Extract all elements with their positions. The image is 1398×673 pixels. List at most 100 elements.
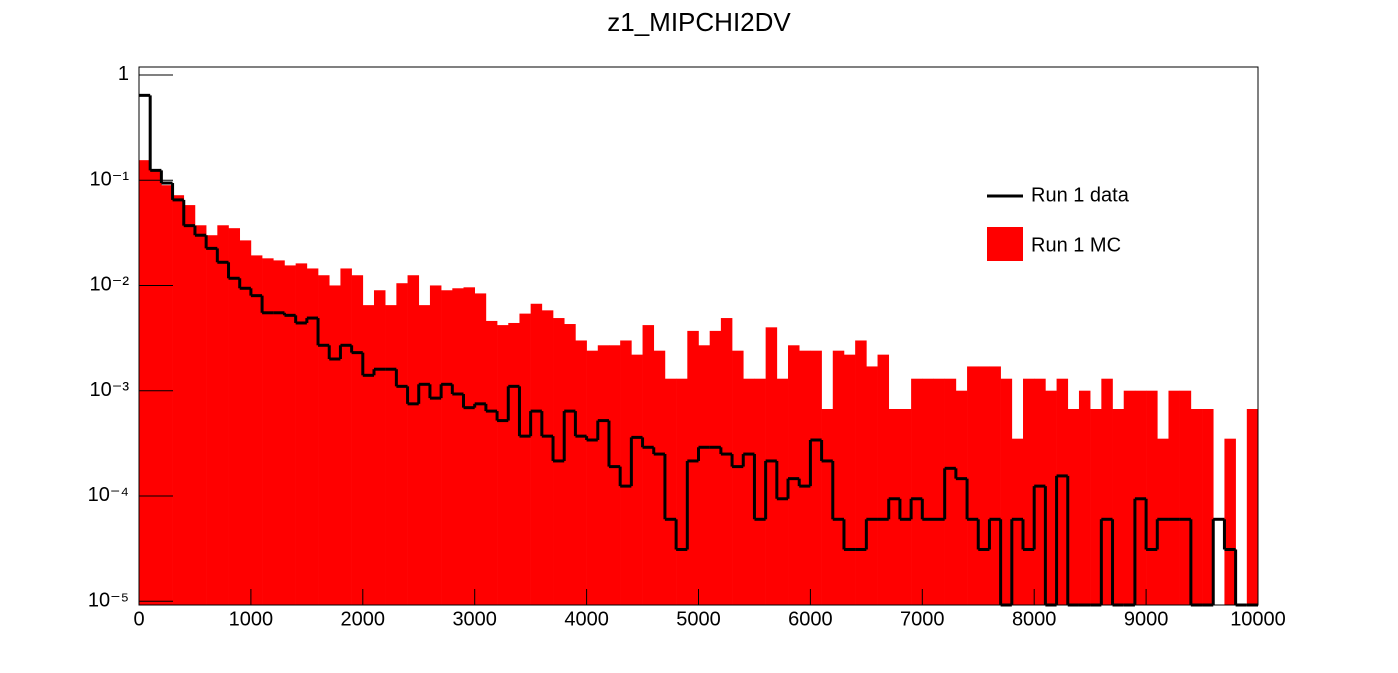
histogram-bar: [508, 322, 520, 605]
histogram-bar: [788, 345, 800, 605]
x-tick-label: 8000: [1012, 608, 1057, 630]
histogram-bar: [810, 350, 822, 605]
histogram-bar: [911, 378, 923, 605]
histogram-bar: [273, 260, 285, 605]
histogram-bar: [709, 330, 722, 605]
histogram-bar: [877, 354, 890, 605]
histogram-bar: [474, 293, 487, 605]
histogram-bar: [1078, 390, 1091, 605]
histogram-bar: [172, 195, 185, 606]
histogram-bar: [1090, 408, 1102, 605]
histogram-bar: [318, 275, 330, 605]
histogram-bar: [385, 305, 397, 605]
histogram-bar: [541, 310, 554, 605]
histogram-bar: [832, 350, 845, 605]
histogram-bar: [519, 313, 531, 605]
histogram-bar: [754, 378, 766, 605]
histogram-bar: [362, 305, 375, 605]
histogram-bar: [441, 290, 453, 605]
y-tick-label: 10⁻⁴: [88, 484, 129, 506]
legend-label: Run 1 data: [1031, 184, 1130, 206]
y-tick-label: 10⁻³: [90, 379, 130, 401]
histogram-bar: [799, 350, 811, 605]
histogram-bar: [250, 255, 263, 606]
histogram-bar: [373, 290, 386, 605]
histogram-bar: [1157, 438, 1169, 605]
histogram-bar: [642, 325, 655, 605]
histogram-bar: [888, 408, 901, 605]
histogram-bar: [452, 288, 464, 605]
histogram-bar: [396, 283, 408, 605]
histogram-bar: [866, 366, 878, 605]
histogram-bar: [1224, 438, 1236, 605]
histogram-bar: [1112, 408, 1125, 605]
x-tick-label: 7000: [900, 608, 945, 630]
legend-swatch: [987, 227, 1023, 261]
y-tick-label: 10⁻⁵: [88, 589, 129, 611]
histogram-bar: [295, 263, 308, 605]
histogram-bar: [497, 325, 509, 605]
histogram-bar: [1202, 408, 1214, 605]
histogram-bar: [262, 258, 274, 605]
histogram-bar: [732, 350, 744, 605]
histogram-bar: [1168, 390, 1180, 605]
x-tick-label: 3000: [452, 608, 497, 630]
histogram-bar: [284, 265, 296, 605]
histogram-bar: [899, 408, 912, 605]
histogram-bar: [720, 318, 733, 605]
histogram-bar: [821, 408, 834, 605]
histogram-bar: [340, 268, 352, 605]
histogram-bar: [855, 340, 867, 605]
histogram-bar: [228, 228, 241, 605]
x-tick-label: 4000: [564, 608, 609, 630]
histogram-bar: [217, 225, 229, 605]
histogram-bar: [530, 303, 543, 605]
histogram-bar: [564, 324, 576, 605]
y-tick-label: 10⁻¹: [90, 168, 130, 190]
histogram-bar: [989, 366, 1001, 605]
histogram-bar: [687, 330, 699, 605]
histogram-bar: [351, 275, 364, 605]
x-tick-label: 9000: [1124, 608, 1169, 630]
x-tick-label: 2000: [341, 608, 386, 630]
histogram-bar: [922, 378, 934, 605]
histogram-bar: [1101, 378, 1113, 605]
histogram-bar: [329, 285, 341, 605]
histogram-bar: [664, 378, 677, 605]
histogram-bar: [1146, 390, 1158, 605]
histogram-bar: [676, 378, 688, 605]
histogram-bar: [843, 354, 856, 605]
histogram-bar: [1056, 378, 1069, 605]
chart-title: z1_MIPCHI2DV: [607, 7, 791, 37]
x-tick-label: 1000: [229, 608, 274, 630]
histogram-bar: [418, 305, 431, 605]
histogram-bar: [485, 320, 498, 605]
x-tick-label: 5000: [676, 608, 721, 630]
histogram-bar: [631, 354, 643, 605]
histogram-bar: [1067, 408, 1080, 605]
histogram-bar: [944, 378, 957, 605]
histogram-bar: [575, 340, 587, 605]
y-tick-label: 1: [118, 63, 129, 85]
histogram-bar: [1246, 408, 1259, 605]
histogram-bar: [1034, 378, 1046, 605]
histogram-bar: [161, 185, 173, 605]
histogram-bar: [139, 160, 151, 605]
histogram-bar: [463, 287, 475, 605]
histogram-bar: [597, 345, 610, 605]
histogram-bar: [1000, 378, 1013, 605]
histogram-bar: [1190, 408, 1203, 605]
histogram-bar: [765, 327, 778, 605]
histogram-bar: [206, 235, 218, 605]
x-tick-label: 10000: [1230, 608, 1286, 630]
histogram-bar: [150, 170, 162, 605]
histogram-bar: [955, 390, 968, 605]
histogram-bar: [194, 225, 207, 605]
histogram-bar: [653, 350, 666, 605]
histogram-bar: [608, 345, 621, 605]
x-tick-label: 0: [133, 608, 144, 630]
histogram-bar: [1011, 438, 1024, 605]
histogram-bar: [306, 268, 319, 605]
legend-label: Run 1 MC: [1031, 234, 1121, 256]
